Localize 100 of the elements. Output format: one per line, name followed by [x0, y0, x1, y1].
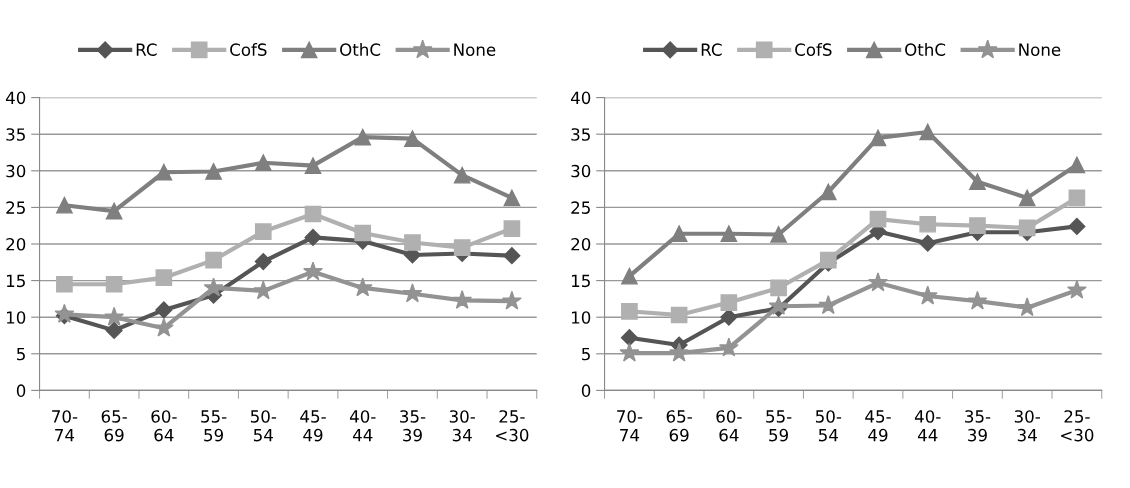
x-tick-label: 25- <30: [496, 410, 529, 442]
y-tick-label: 20: [6, 237, 26, 251]
point: [770, 226, 787, 243]
y-tick-label: 30: [571, 164, 591, 178]
x-tick-label: 65- 69: [666, 410, 692, 442]
point: [205, 163, 222, 180]
point: [304, 205, 322, 223]
legend-label: OthC: [905, 43, 946, 56]
y-tick-label: 0: [16, 384, 26, 397]
y-tick-label: 20: [571, 237, 591, 251]
x-tick-label: 60- 64: [716, 410, 742, 442]
x-tick-label: 60- 64: [151, 410, 177, 442]
point: [919, 123, 937, 141]
point: [304, 228, 322, 246]
point: [969, 217, 986, 235]
point: [354, 224, 372, 242]
legend-label: CofS: [230, 43, 267, 56]
point: [155, 269, 173, 287]
point: [620, 329, 638, 347]
x-tick-label: 55- 59: [766, 410, 792, 442]
legend-label: OthC: [340, 43, 381, 56]
point: [404, 130, 421, 147]
legend-label: None: [1019, 43, 1061, 56]
y-tick-label: 40: [570, 91, 591, 105]
x-tick-label: 55- 59: [201, 410, 227, 442]
point: [619, 342, 640, 362]
x-tick-label: 50- 54: [250, 410, 277, 442]
point: [868, 272, 888, 292]
point: [404, 234, 421, 251]
point: [105, 275, 123, 293]
point: [452, 289, 473, 309]
point: [1066, 279, 1087, 299]
point: [720, 294, 738, 311]
point: [720, 225, 738, 243]
point: [304, 157, 322, 175]
y-tick-label: 5: [17, 347, 25, 361]
x-tick-label: 50- 54: [815, 410, 842, 442]
point: [402, 283, 423, 303]
point: [967, 290, 988, 310]
y-tick-label: 30: [6, 164, 26, 178]
point: [1018, 219, 1036, 237]
point: [919, 234, 937, 252]
point: [155, 163, 173, 181]
point: [819, 183, 837, 201]
x-tick-label: 70- 74: [52, 410, 78, 442]
point: [155, 301, 173, 319]
point: [621, 303, 638, 320]
x-tick-label: 45- 49: [300, 410, 326, 442]
point: [254, 253, 272, 271]
point: [1068, 217, 1086, 235]
legend-label: CofS: [795, 43, 832, 56]
y-tick-label: 25: [571, 201, 590, 214]
point: [254, 154, 272, 172]
point: [503, 247, 521, 265]
point: [1068, 189, 1086, 207]
x-tick-label: 45- 49: [865, 410, 891, 442]
x-tick-label: 30- 34: [1014, 410, 1040, 442]
legend-label: None: [454, 43, 496, 56]
x-tick-label: 35- 39: [965, 410, 991, 442]
point: [1018, 189, 1036, 207]
point: [503, 220, 521, 237]
y-tick-label: 40: [5, 91, 26, 105]
y-tick-label: 10: [571, 311, 591, 324]
point: [670, 225, 688, 243]
point: [153, 317, 174, 337]
point: [621, 267, 638, 285]
point: [105, 321, 123, 339]
point: [453, 239, 471, 256]
point: [453, 166, 471, 184]
legend-label: RC: [701, 43, 722, 56]
y-tick-label: 15: [6, 274, 25, 288]
point: [253, 280, 274, 300]
point: [1068, 156, 1086, 174]
x-tick-label: 40- 44: [914, 410, 941, 442]
point: [56, 196, 73, 214]
point: [354, 128, 372, 146]
point: [669, 342, 690, 362]
point: [818, 295, 839, 315]
point: [969, 173, 986, 191]
x-tick-label: 40- 44: [349, 410, 376, 442]
x-tick-label: 30- 34: [449, 410, 475, 442]
point: [205, 251, 222, 269]
point: [670, 306, 688, 324]
x-tick-label: 70- 74: [617, 410, 643, 442]
point: [203, 277, 224, 297]
x-tick-label: 65- 69: [101, 410, 127, 442]
point: [104, 306, 125, 326]
legend-label: RC: [136, 43, 157, 56]
point: [919, 215, 937, 233]
point: [869, 210, 887, 228]
point: [56, 275, 73, 293]
point: [869, 129, 887, 147]
point: [105, 202, 123, 220]
y-tick-label: 25: [6, 201, 25, 214]
y-tick-label: 0: [581, 384, 591, 397]
x-tick-label: 35- 39: [400, 410, 426, 442]
y-tick-label: 35: [6, 128, 25, 141]
point: [254, 223, 272, 240]
x-tick-label: 25- <30: [1061, 410, 1094, 442]
point: [303, 261, 323, 281]
